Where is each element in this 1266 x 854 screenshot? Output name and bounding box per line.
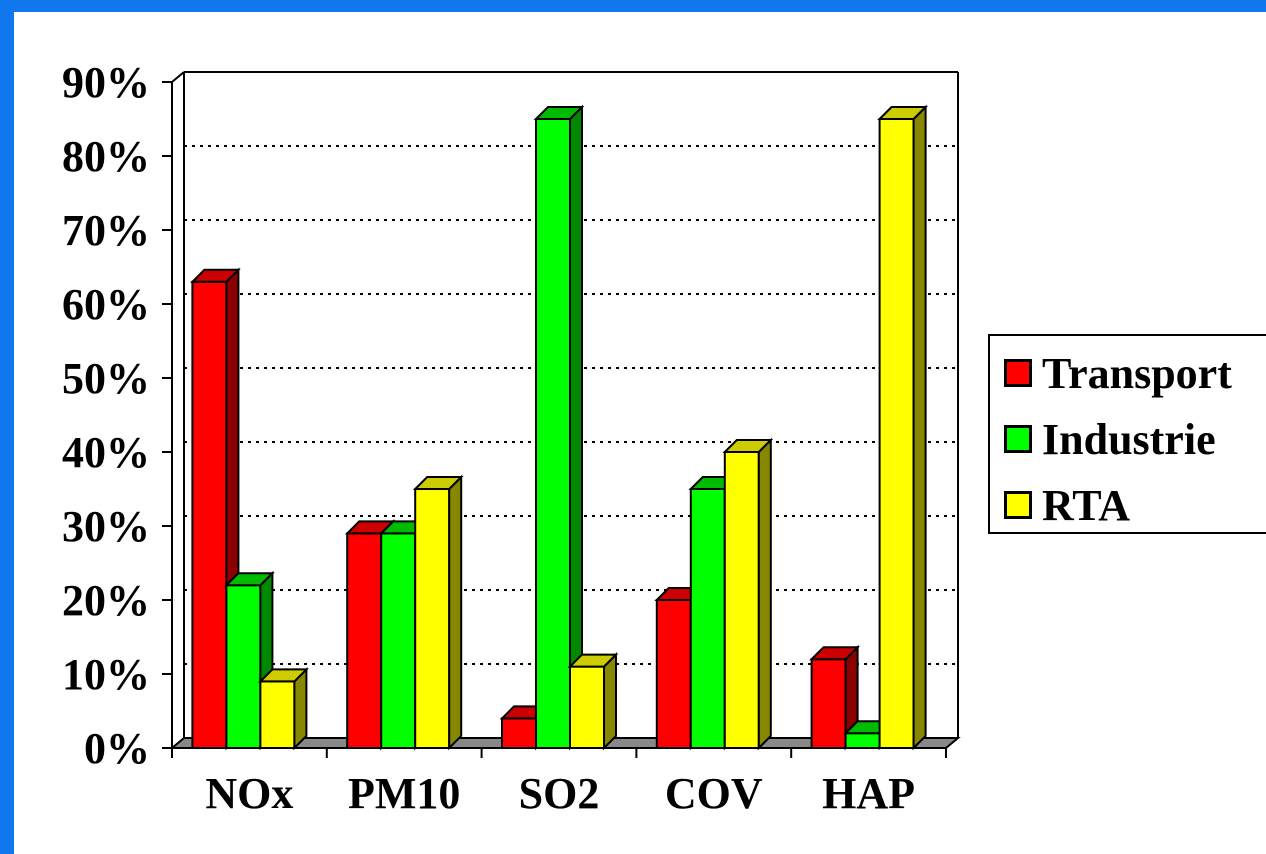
- bar-transport-cov: [655, 599, 692, 749]
- y-tick-label: 70%: [62, 206, 150, 255]
- bar-side-rta-nox: [293, 666, 308, 751]
- bar-industrie-hap: [844, 732, 881, 750]
- bar-top-rta-hap: [877, 106, 929, 120]
- x-category-label: HAP: [822, 769, 915, 818]
- bar-transport-so2: [501, 717, 537, 750]
- bar-industrie-pm10: [380, 532, 417, 750]
- bar-rta-hap: [878, 118, 915, 749]
- x-category-label: PM10: [348, 769, 460, 818]
- legend-label-transport: Transport: [1042, 348, 1232, 398]
- y-tick-label: 0%: [84, 724, 150, 773]
- bar-rta-nox: [259, 680, 296, 750]
- legend-swatch-transport: [1004, 359, 1032, 387]
- bar-rta-pm10: [414, 488, 451, 749]
- bar-side-rta-pm10: [448, 474, 463, 751]
- bar-side-rta-hap: [912, 104, 927, 751]
- bar-top-industrie-so2: [533, 106, 585, 120]
- legend-item-industrie: Industrie: [1004, 414, 1216, 464]
- bar-top-transport-hap: [809, 646, 861, 661]
- bar-top-rta-pm10: [412, 476, 464, 490]
- y-tick-label: 20%: [62, 576, 150, 625]
- chart-legend: Transport Industrie RTA: [988, 334, 1266, 534]
- y-tick-label: 40%: [62, 428, 150, 477]
- bar-side-rta-so2: [603, 652, 617, 751]
- legend-item-transport: Transport: [1004, 348, 1232, 398]
- bar-top-industrie-nox: [223, 572, 275, 587]
- y-tick-label: 90%: [62, 58, 150, 107]
- bar-industrie-so2: [535, 118, 571, 749]
- legend-swatch-rta: [1004, 491, 1032, 519]
- y-axis-top-connector: [171, 71, 185, 83]
- y-tick-label: 30%: [62, 502, 150, 551]
- legend-label-industrie: Industrie: [1042, 414, 1216, 464]
- x-category-label: SO2: [519, 769, 600, 818]
- x-category-label: COV: [665, 769, 763, 818]
- bar-layer: [189, 104, 929, 751]
- bar-rta-cov: [723, 451, 760, 749]
- label-layer: 0% 10% 20% 30% 40% 50% 60% 70% 80% 90% NOx PM10 SO2 C…: [62, 58, 915, 818]
- y-tick-label: 10%: [62, 650, 150, 699]
- bar-top-rta-so2: [567, 653, 619, 668]
- bar-top-transport-nox: [189, 268, 241, 283]
- y-tick-label: 50%: [62, 354, 150, 403]
- bar-transport-nox: [191, 280, 228, 749]
- bar-top-rta-cov: [722, 439, 774, 453]
- bar-transport-pm10: [346, 532, 383, 750]
- bar-industrie-cov: [689, 488, 726, 749]
- bar-side-industrie-so2: [569, 104, 583, 751]
- bar-industrie-nox: [225, 584, 262, 750]
- x-category-label: NOx: [205, 769, 293, 818]
- bar-rta-so2: [569, 665, 605, 749]
- bar-top-rta-nox: [257, 668, 309, 683]
- bar-side-rta-cov: [757, 437, 772, 751]
- legend-swatch-industrie: [1004, 425, 1032, 453]
- legend-label-rta: RTA: [1042, 480, 1131, 530]
- legend-item-rta: RTA: [1004, 480, 1130, 530]
- y-tick-label: 60%: [62, 280, 150, 329]
- y-tick-label: 80%: [62, 132, 150, 181]
- bar-transport-hap: [810, 658, 847, 750]
